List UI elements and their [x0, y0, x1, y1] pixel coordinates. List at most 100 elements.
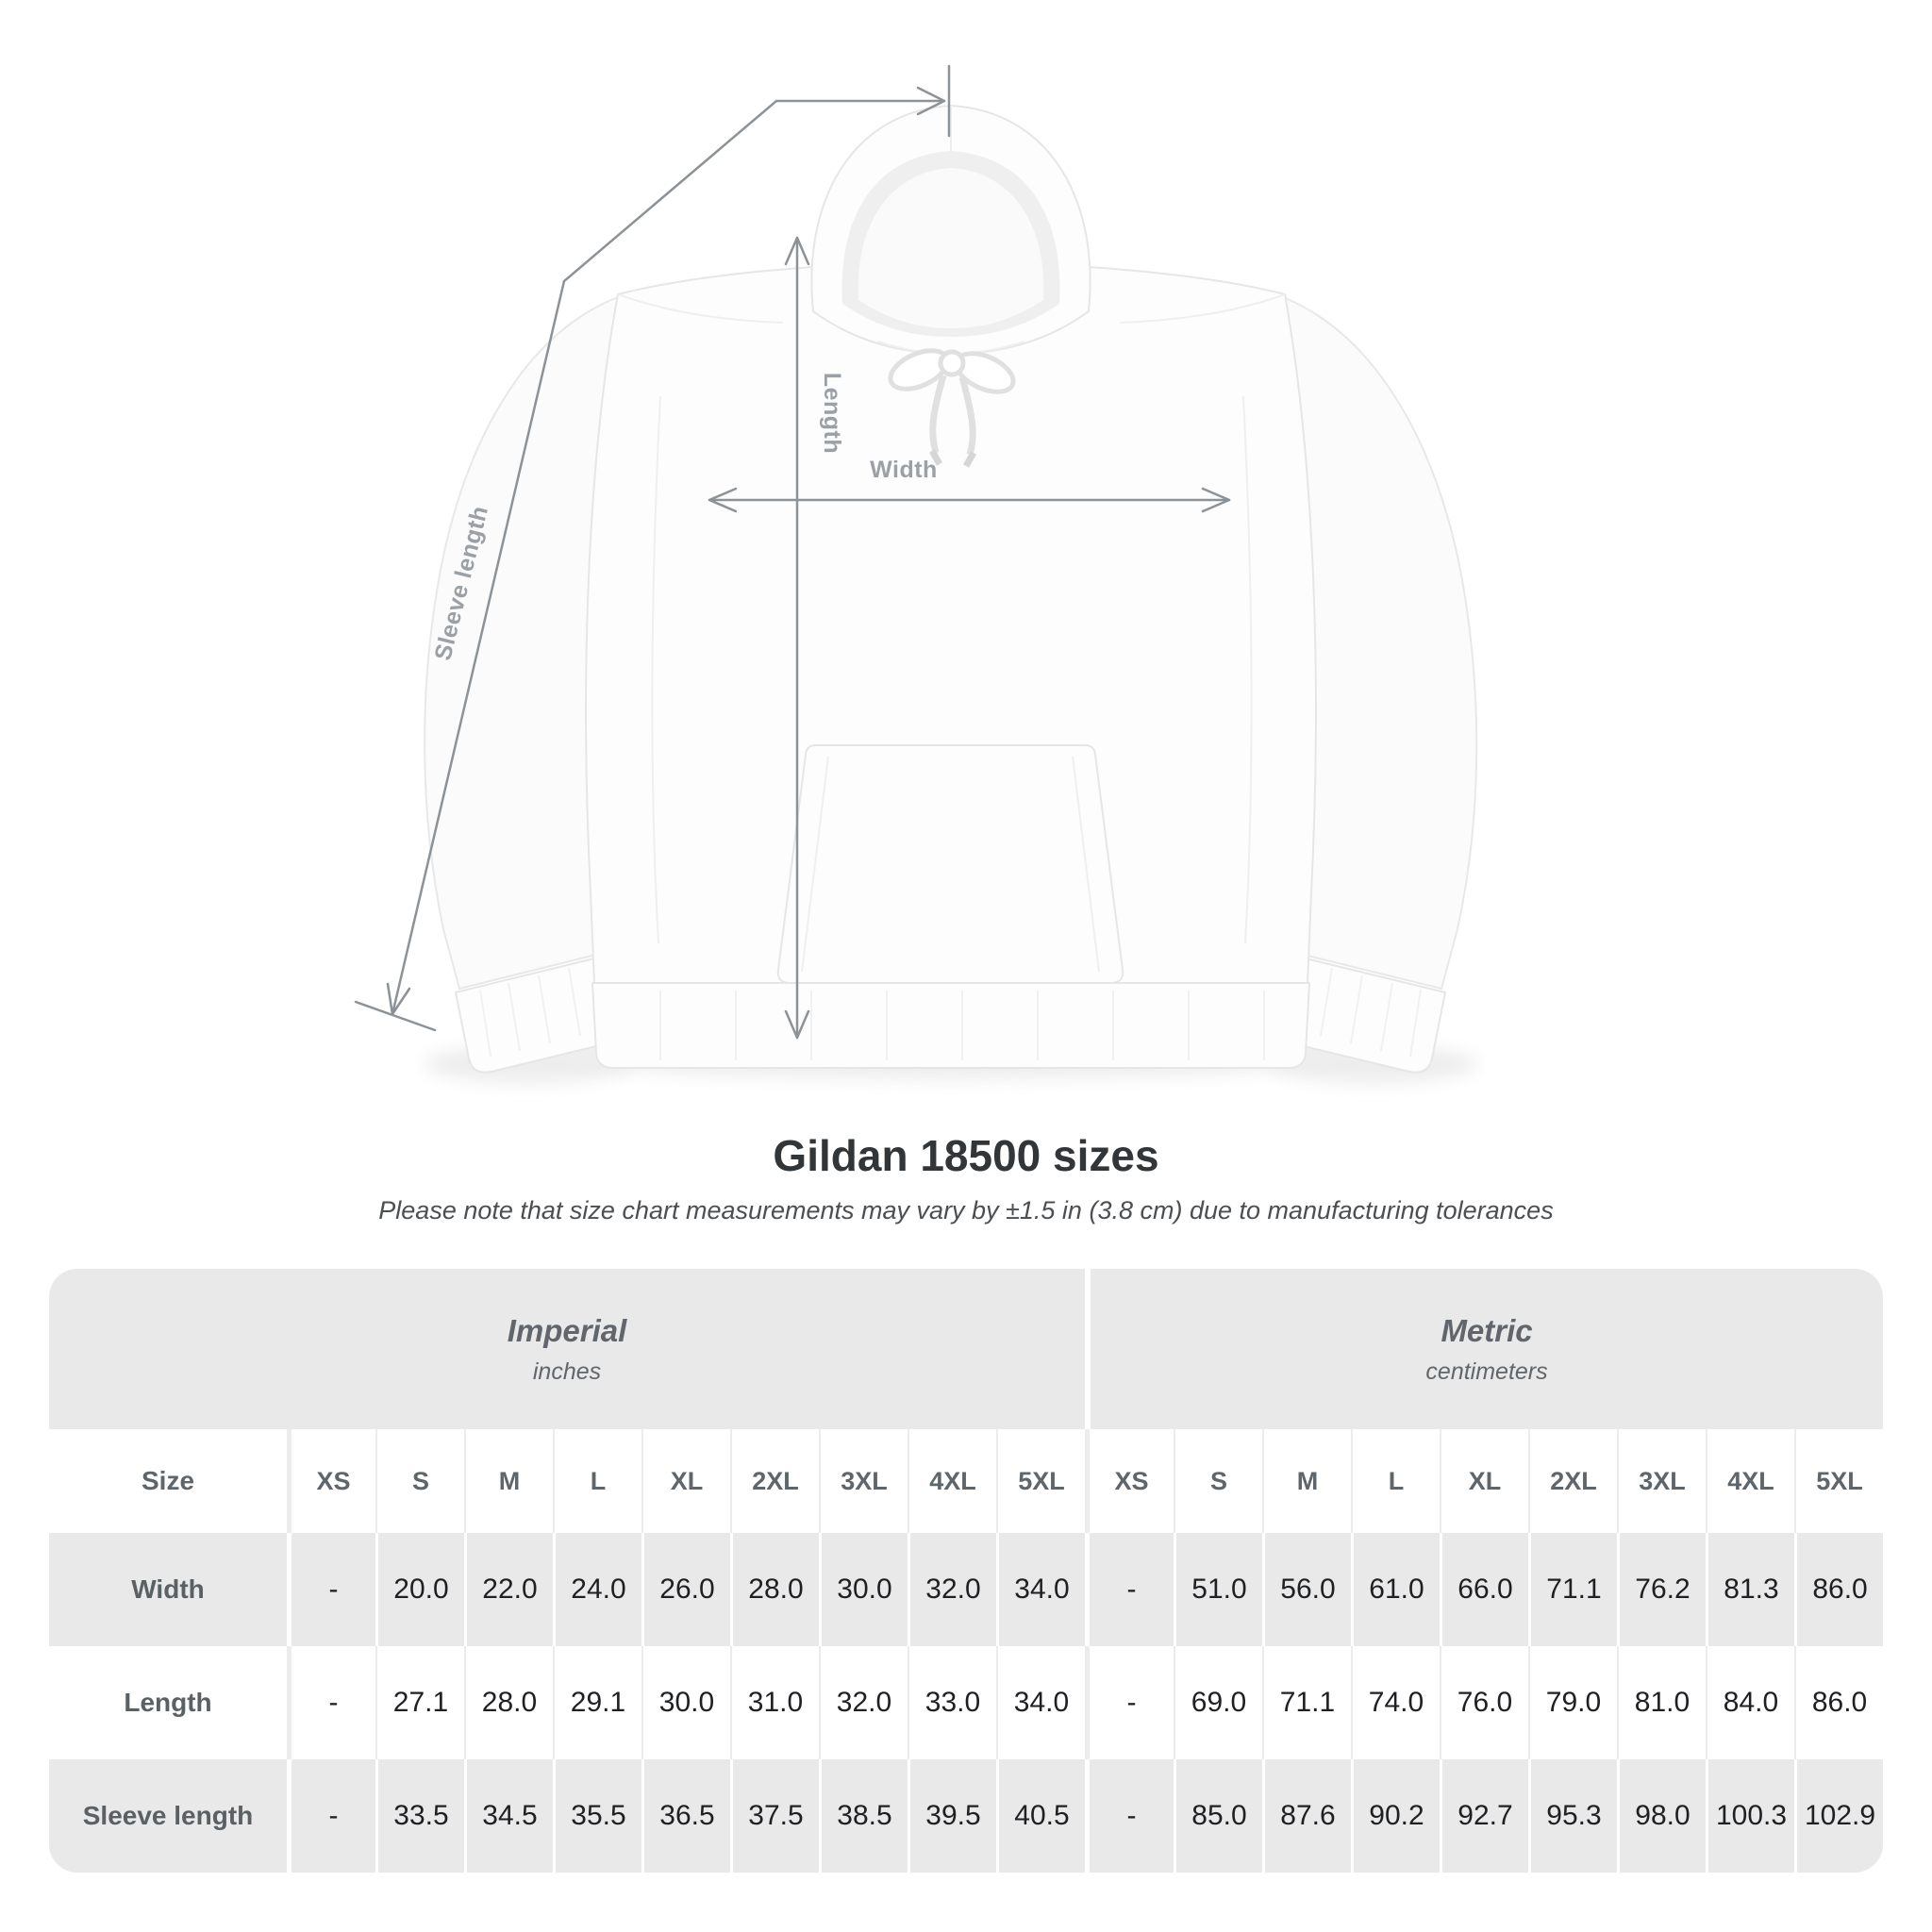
measurement-cell: 81.0 [1617, 1646, 1706, 1759]
measurement-cell: 30.0 [641, 1646, 730, 1759]
size-table-wrap: Imperial inches Metric centimeters Size … [49, 1269, 1883, 1873]
measurement-cell: 87.6 [1262, 1759, 1351, 1873]
measurement-cell: 85.0 [1174, 1759, 1262, 1873]
size-header-imperial: S [375, 1429, 464, 1533]
measurement-cell: 86.0 [1794, 1646, 1883, 1759]
size-header-metric: XS [1085, 1429, 1174, 1533]
right-cuff-ribs [1320, 967, 1422, 1058]
measurement-cell: 24.0 [553, 1533, 641, 1646]
size-header-metric: S [1174, 1429, 1262, 1533]
measurement-cell: 86.0 [1794, 1533, 1883, 1646]
measurement-cell: 20.0 [375, 1533, 464, 1646]
size-header-metric: 2XL [1528, 1429, 1617, 1533]
size-header-row: Size XS S M L XL 2XL 3XL 4XL 5XL XS S M … [49, 1429, 1883, 1533]
imperial-header: Imperial inches [49, 1269, 1085, 1429]
hoodie-measurement-diagram: Sleeve length Length Width [354, 64, 1478, 1083]
length-arrow [784, 236, 810, 1040]
measurement-cell: 32.0 [819, 1646, 908, 1759]
measurement-cell: 37.5 [730, 1759, 819, 1873]
size-column-header: Size [49, 1429, 287, 1533]
hood-lining [858, 168, 1044, 328]
measurement-cell: 84.0 [1706, 1646, 1794, 1759]
measurement-cell: 92.7 [1440, 1759, 1528, 1873]
unit-header-row: Imperial inches Metric centimeters [49, 1269, 1883, 1429]
measurement-cell: 100.3 [1706, 1759, 1794, 1873]
measurement-cell: 71.1 [1262, 1646, 1351, 1759]
size-table: Imperial inches Metric centimeters Size … [49, 1269, 1883, 1873]
row-label: Length [49, 1646, 287, 1759]
hem-band [591, 982, 1311, 1069]
size-header-metric: 4XL [1706, 1429, 1794, 1533]
size-header-imperial: L [553, 1429, 641, 1533]
measurement-cell: 36.5 [641, 1759, 730, 1873]
size-header-metric: 3XL [1617, 1429, 1706, 1533]
measurement-cell: 32.0 [908, 1533, 996, 1646]
shoulder-seams [617, 293, 1286, 324]
size-header-imperial: 2XL [730, 1429, 819, 1533]
measurement-cell: 76.2 [1617, 1533, 1706, 1646]
measurement-cell: 33.5 [375, 1759, 464, 1873]
measurement-cell: - [287, 1533, 375, 1646]
size-header-metric: 5XL [1794, 1429, 1883, 1533]
left-cuff-ribs [479, 967, 581, 1058]
measurement-cell: 38.5 [819, 1759, 908, 1873]
measurement-cell: 76.0 [1440, 1646, 1528, 1759]
measurement-cell: 31.0 [730, 1646, 819, 1759]
metric-label: Metric [1441, 1312, 1533, 1348]
measurement-cell: 56.0 [1262, 1533, 1351, 1646]
heading-block: Gildan 18500 sizes Please note that size… [0, 1130, 1932, 1225]
side-creases [651, 395, 1253, 944]
measurement-cell: 27.1 [375, 1646, 464, 1759]
measurement-cell: - [1085, 1646, 1174, 1759]
hem-ribs [659, 991, 1265, 1060]
measurement-cell: 74.0 [1351, 1646, 1440, 1759]
measurement-cell: 29.1 [553, 1646, 641, 1759]
pocket-opening-seams [801, 756, 1100, 973]
measurement-cell: 66.0 [1440, 1533, 1528, 1646]
size-header-metric: L [1351, 1429, 1440, 1533]
imperial-label: Imperial [507, 1312, 627, 1348]
size-header-metric: M [1262, 1429, 1351, 1533]
measurement-cell: 81.3 [1706, 1533, 1794, 1646]
table-row-width: Width - 20.0 22.0 24.0 26.0 28.0 30.0 32… [49, 1533, 1883, 1646]
size-header-imperial: XS [287, 1429, 375, 1533]
size-header-imperial: 3XL [819, 1429, 908, 1533]
measurement-cell: 95.3 [1528, 1759, 1617, 1873]
drawstring-bow [888, 348, 1016, 468]
measurement-cell: 40.5 [996, 1759, 1085, 1873]
metric-unit: centimeters [1425, 1357, 1548, 1385]
measurement-cell: 28.0 [730, 1533, 819, 1646]
sleeve-length-arrow [354, 64, 951, 1032]
measurement-cell: 22.0 [464, 1533, 553, 1646]
table-row-sleeve-length: Sleeve length - 33.5 34.5 35.5 36.5 37.5… [49, 1759, 1883, 1873]
tolerance-note: Please note that size chart measurements… [378, 1196, 1554, 1224]
measurement-cell: 34.0 [996, 1646, 1085, 1759]
width-arrow [708, 487, 1231, 513]
measurement-cell: 98.0 [1617, 1759, 1706, 1873]
length-label: Length [819, 373, 845, 454]
table-row-length: Length - 27.1 28.0 29.1 30.0 31.0 32.0 3… [49, 1646, 1883, 1759]
measurement-cell: - [1085, 1533, 1174, 1646]
measurement-cell: 79.0 [1528, 1646, 1617, 1759]
measurement-cell: 102.9 [1794, 1759, 1883, 1873]
measurement-cell: 28.0 [464, 1646, 553, 1759]
size-header-imperial: XL [641, 1429, 730, 1533]
row-label: Sleeve length [49, 1759, 287, 1873]
hoodie-photo [424, 104, 1478, 1083]
page-title: Gildan 18500 sizes [773, 1131, 1159, 1180]
size-header-metric: XL [1440, 1429, 1528, 1533]
measurement-cell: 71.1 [1528, 1533, 1617, 1646]
measurement-cell: 33.0 [908, 1646, 996, 1759]
imperial-unit: inches [532, 1357, 602, 1385]
measurement-cell: 34.5 [464, 1759, 553, 1873]
measurement-cell: 61.0 [1351, 1533, 1440, 1646]
measurement-cell: 35.5 [553, 1759, 641, 1873]
row-label: Width [49, 1533, 287, 1646]
kangaroo-pocket [776, 744, 1124, 984]
size-header-imperial: 5XL [996, 1429, 1085, 1533]
measurement-cell: - [1085, 1759, 1174, 1873]
measurement-cell: - [287, 1646, 375, 1759]
width-label: Width [870, 457, 938, 483]
measurement-cell: 51.0 [1174, 1533, 1262, 1646]
measurement-cell: - [287, 1759, 375, 1873]
